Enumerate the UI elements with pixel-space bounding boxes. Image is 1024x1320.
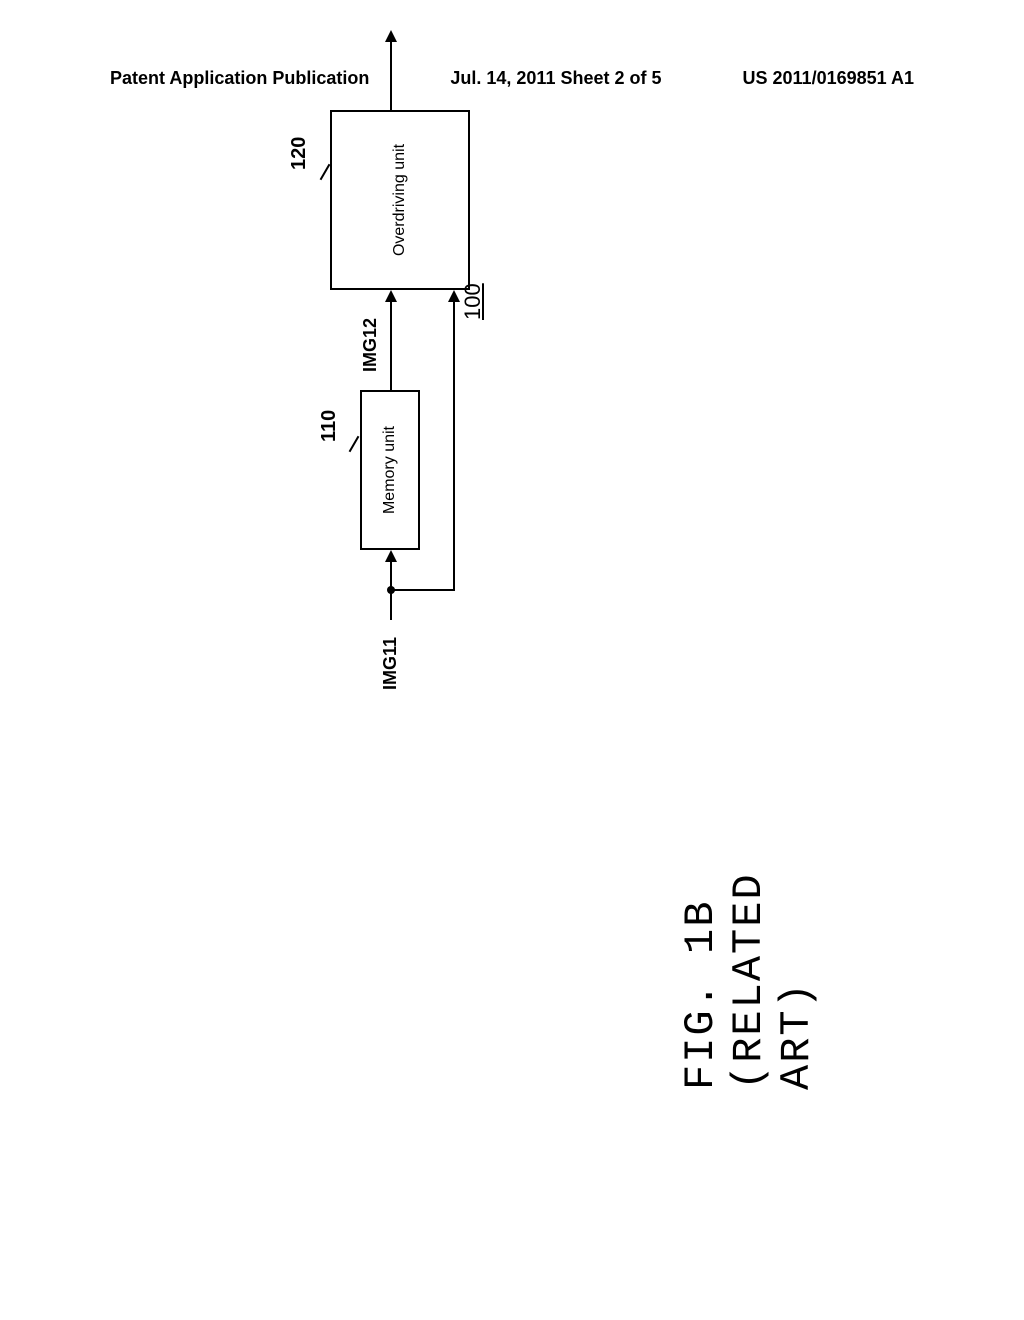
ref-tick-memory bbox=[349, 436, 360, 453]
arrow-output bbox=[390, 40, 392, 110]
signal-input-label: IMG11 bbox=[380, 637, 401, 690]
signal-intermediate-label: IMG12 bbox=[360, 318, 381, 372]
overdriving-unit-block: Overdriving unit bbox=[330, 110, 470, 290]
arrow-intermediate bbox=[390, 300, 392, 390]
bypass-across bbox=[453, 300, 455, 591]
arrowhead-intermediate bbox=[385, 290, 397, 302]
overdriving-unit-label: Overdriving unit bbox=[391, 144, 409, 256]
arrowhead-bypass bbox=[448, 290, 460, 302]
arrowhead-input bbox=[385, 550, 397, 562]
figure-caption: FIG. 1B (RELATED ART) bbox=[677, 743, 821, 1090]
ref-tick-overdriving bbox=[320, 164, 331, 181]
header-patent-number: US 2011/0169851 A1 bbox=[743, 68, 914, 89]
ref-overdriving: 120 bbox=[288, 137, 311, 170]
block-diagram: IMG11 Memory unit 110 IMG12 Overdriving … bbox=[220, 70, 600, 670]
ref-memory: 110 bbox=[318, 410, 341, 442]
memory-unit-label: Memory unit bbox=[381, 426, 399, 514]
memory-unit-block: Memory unit bbox=[360, 390, 420, 550]
bypass-down bbox=[390, 589, 455, 591]
system-ref: 100 bbox=[460, 283, 486, 320]
arrowhead-output bbox=[385, 30, 397, 42]
